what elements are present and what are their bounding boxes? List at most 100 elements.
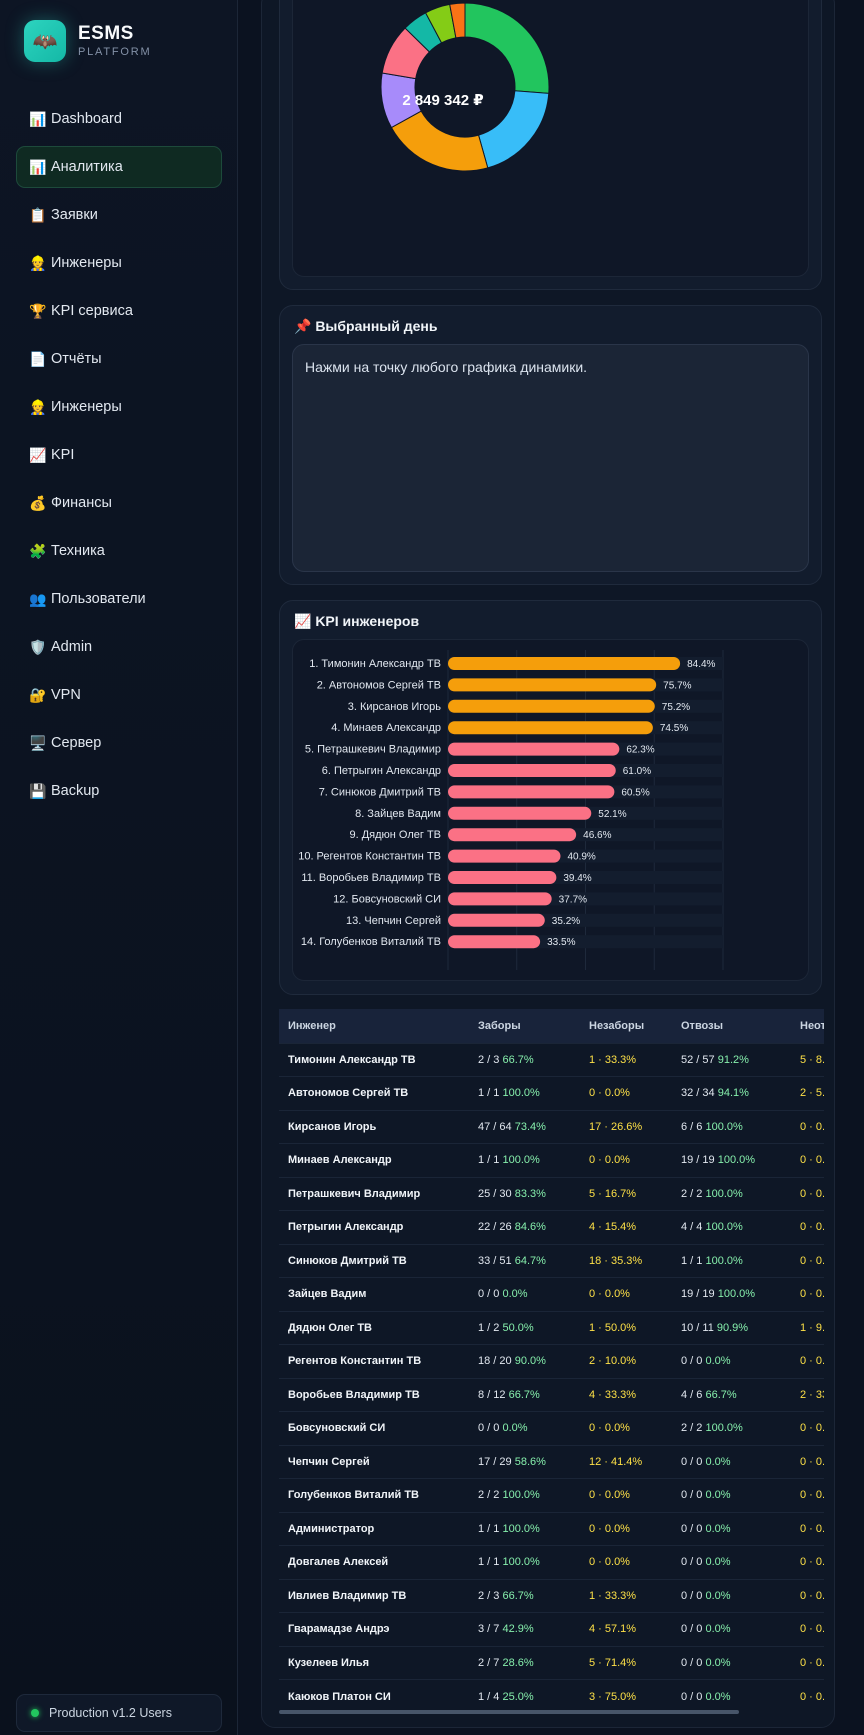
table-row[interactable]: Зайцев Вадим 0 / 0 0.0% 0 · 0.0% 19 / 19 10… xyxy=(279,1277,824,1311)
kpi-value-label: 37.7% xyxy=(559,894,587,905)
deliveries-percent: 0.0% xyxy=(705,1589,731,1602)
engineer-name: Гварамадзе Андрэ xyxy=(279,1612,469,1646)
pickups-percent: 42.9% xyxy=(502,1623,534,1636)
table-row[interactable]: Кирсанов Игорь 47 / 64 73.4% 17 · 26.6% 6 /… xyxy=(279,1109,824,1144)
missed-pickups-cell: 0 · 0.0% xyxy=(580,1411,672,1445)
missed-pickups-cell: 2 · 10.0% xyxy=(580,1344,672,1378)
kpi-bar[interactable] xyxy=(448,764,616,777)
donut-chart[interactable] xyxy=(365,0,565,187)
sidebar-item[interactable]: 🖥️ Сервер xyxy=(16,722,222,764)
kpi-bar[interactable] xyxy=(448,721,653,735)
sidebar-item-label: KPI сервиса xyxy=(51,303,133,319)
selected-day-title: 📌 Выбранный день xyxy=(294,318,438,334)
sidebar-item[interactable]: 💾 Backup xyxy=(16,770,222,812)
deliveries-percent: 0.0% xyxy=(705,1522,731,1535)
kpi-bar[interactable] xyxy=(448,828,577,842)
table-row[interactable]: Воробьев Владимир ТВ 8 / 12 66.7% 4 · 33.3… xyxy=(279,1377,824,1412)
deliveries-cell: 4 / 4 100.0% xyxy=(672,1210,791,1244)
kpi-bar[interactable] xyxy=(448,849,561,863)
sidebar-item[interactable]: 🛡️ Admin xyxy=(16,626,222,668)
sidebar-item[interactable]: 💰 Финансы xyxy=(16,482,222,524)
kpi-category-label: 1. Тимонин Александр ТВ xyxy=(309,658,441,670)
table-row[interactable]: Автономов Сергей ТВ 1 / 1 100.0% 0 · 0.0% 3… xyxy=(279,1076,824,1110)
table-row[interactable]: Тимонин Александр ТВ 2 / 3 66.7% 1 · 33.3%… xyxy=(279,1042,824,1077)
kpi-bar[interactable] xyxy=(448,871,557,884)
kpi-category-label: 7. Синюков Дмитрий ТВ xyxy=(319,786,441,798)
brand-name: ESMS xyxy=(78,23,134,44)
table-row[interactable]: Каюков Платон СИ 1 / 4 25.0% 3 · 75.0% 0 / … xyxy=(279,1679,824,1713)
pickups-count: 33 / 51 xyxy=(478,1254,512,1267)
deliveries-cell: 10 / 11 90.9% xyxy=(672,1310,791,1345)
donut-slice[interactable] xyxy=(449,2,466,39)
pickups-cell: 2 / 3 66.7% xyxy=(469,1042,580,1077)
engineers-table-wrap[interactable]: Инженер Заборы Незаборы Отвозы Неотвозы … xyxy=(279,1009,824,1717)
missed-deliveries-cell: 1 · 9.1% xyxy=(791,1310,824,1345)
missed-pickups-cell: 4 · 57.1% xyxy=(580,1612,672,1646)
table-row[interactable]: Петрашкевич Владимир 25 / 30 83.3% 5 · 16.… xyxy=(279,1176,824,1211)
sidebar-item[interactable]: 📊 Аналитика xyxy=(16,146,222,188)
deliveries-percent: 66.7% xyxy=(705,1388,737,1401)
missed-pickups-cell: 0 · 0.0% xyxy=(580,1478,672,1512)
kpi-bar[interactable] xyxy=(448,806,592,820)
table-row[interactable]: Чепчин Сергей 17 / 29 58.6% 12 · 41.4% 0 / … xyxy=(279,1444,824,1479)
sidebar-item[interactable]: 🔐 VPN xyxy=(16,674,222,716)
sidebar-item[interactable]: 👷 Инженеры xyxy=(16,242,222,284)
nav-icon: 📋 xyxy=(29,206,47,223)
pickups-cell: 1 / 4 25.0% xyxy=(469,1679,580,1713)
kpi-bar[interactable] xyxy=(448,657,681,670)
kpi-bar[interactable] xyxy=(448,785,615,799)
table-row[interactable]: Гварамадзе Андрэ 3 / 7 42.9% 4 · 57.1% 0 / … xyxy=(279,1612,824,1646)
pickups-percent: 50.0% xyxy=(502,1321,534,1334)
engineer-name: Автономов Сергей ТВ xyxy=(279,1076,469,1110)
deliveries-count: 0 / 0 xyxy=(681,1522,703,1535)
sidebar-item-label: Аналитика xyxy=(51,159,123,175)
kpi-card: 📈 KPI инженеров 1. Тимонин Александр ТВ 8… xyxy=(279,600,822,995)
sidebar-item[interactable]: 📄 Отчёты xyxy=(16,338,222,380)
missed-pickups-cell: 12 · 41.4% xyxy=(580,1444,672,1479)
table-row[interactable]: Довгалев Алексей 1 / 1 100.0% 0 · 0.0% 0 / … xyxy=(279,1545,824,1579)
pickups-cell: 2 / 7 28.6% xyxy=(469,1645,580,1680)
kpi-bar[interactable] xyxy=(448,678,657,692)
table-row[interactable]: Дядюн Олег ТВ 1 / 2 50.0% 1 · 50.0% 10 / 11… xyxy=(279,1310,824,1345)
sidebar-item[interactable]: 👷 Инженеры xyxy=(16,386,222,428)
col-header-missed-pickups[interactable]: Незаборы xyxy=(580,1009,672,1043)
pickups-percent: 58.6% xyxy=(514,1455,546,1468)
sidebar-item[interactable]: 🏆 KPI сервиса xyxy=(16,290,222,332)
kpi-bar[interactable] xyxy=(448,892,552,906)
col-header-pickups[interactable]: Заборы xyxy=(469,1009,580,1043)
table-row[interactable]: Минаев Александр 1 / 1 100.0% 0 · 0.0% 19 /… xyxy=(279,1143,824,1177)
brand[interactable]: 🦇 ESMS PLATFORM xyxy=(24,20,151,62)
kpi-bar-chart[interactable]: 1. Тимонин Александр ТВ 84.4% 2. Автономов… xyxy=(293,640,812,982)
missed-pickups-cell: 0 · 0.0% xyxy=(580,1545,672,1579)
pickups-count: 1 / 1 xyxy=(478,1154,500,1167)
kpi-bar[interactable] xyxy=(448,699,655,713)
sidebar-item[interactable]: 📋 Заявки xyxy=(16,194,222,236)
table-row[interactable]: Синюков Дмитрий ТВ 33 / 51 64.7% 18 · 35.3… xyxy=(279,1243,824,1278)
table-row[interactable]: Ивлиев Владимир ТВ 2 / 3 66.7% 1 · 33.3% 0 … xyxy=(279,1578,824,1613)
table-row[interactable]: Петрыгин Александр 22 / 26 84.6% 4 · 15.4%… xyxy=(279,1210,824,1244)
col-header-engineer[interactable]: Инженер xyxy=(279,1009,469,1043)
donut-slice[interactable] xyxy=(464,2,550,94)
col-header-missed-deliveries[interactable]: Неотвозы xyxy=(791,1009,824,1043)
sidebar-item[interactable]: 👥 Пользователи xyxy=(16,578,222,620)
kpi-bar[interactable] xyxy=(448,913,545,927)
brand-subtitle: PLATFORM xyxy=(78,46,152,58)
table-row[interactable]: Бовсуновский СИ 0 / 0 0.0% 0 · 0.0% 2 / 2 1… xyxy=(279,1411,824,1445)
pickups-cell: 3 / 7 42.9% xyxy=(469,1612,580,1646)
sidebar-item[interactable]: 🧩 Техника xyxy=(16,530,222,572)
table-row[interactable]: Регентов Константин ТВ 18 / 20 90.0% 2 · 1… xyxy=(279,1344,824,1378)
table-row[interactable]: Администратор 1 / 1 100.0% 0 · 0.0% 0 / 0 0… xyxy=(279,1511,824,1546)
pickups-cell: 1 / 1 100.0% xyxy=(469,1143,580,1177)
kpi-bar[interactable] xyxy=(448,935,541,949)
col-header-deliveries[interactable]: Отвозы xyxy=(672,1009,791,1043)
sidebar-item[interactable]: 📈 KPI xyxy=(16,434,222,476)
kpi-bar[interactable] xyxy=(448,742,620,756)
kpi-value-label: 75.7% xyxy=(663,680,691,691)
bat-icon: 🦇 xyxy=(24,20,66,62)
sidebar-item[interactable]: 📊 Dashboard xyxy=(16,98,222,140)
table-row[interactable]: Кузелеев Илья 2 / 7 28.6% 5 · 71.4% 0 / 0 0… xyxy=(279,1645,824,1680)
pickups-count: 2 / 7 xyxy=(478,1656,500,1669)
table-horizontal-scrollbar[interactable] xyxy=(279,1710,739,1714)
pickups-percent: 28.6% xyxy=(502,1656,534,1669)
table-row[interactable]: Голубенков Виталий ТВ 2 / 2 100.0% 0 · 0.0… xyxy=(279,1478,824,1512)
